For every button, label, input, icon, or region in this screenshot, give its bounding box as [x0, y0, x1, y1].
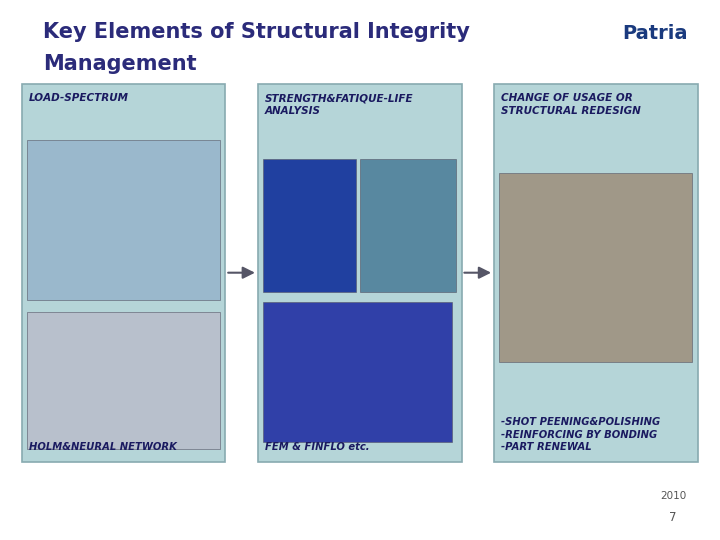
Text: Patria: Patria: [623, 24, 688, 43]
FancyBboxPatch shape: [360, 159, 456, 292]
Text: LOAD-SPECTRUM: LOAD-SPECTRUM: [29, 93, 129, 104]
FancyBboxPatch shape: [258, 84, 462, 462]
Text: CHANGE OF USAGE OR
STRUCTURAL REDESIGN: CHANGE OF USAGE OR STRUCTURAL REDESIGN: [501, 93, 641, 116]
FancyBboxPatch shape: [22, 84, 225, 462]
Text: Management: Management: [43, 54, 197, 74]
FancyBboxPatch shape: [263, 302, 452, 442]
FancyBboxPatch shape: [263, 159, 356, 292]
FancyBboxPatch shape: [494, 84, 698, 462]
Text: FEM & FINFLO etc.: FEM & FINFLO etc.: [265, 442, 369, 452]
Text: -SHOT PEENING&POLISHING
-REINFORCING BY BONDING
-PART RENEWAL: -SHOT PEENING&POLISHING -REINFORCING BY …: [501, 417, 660, 452]
FancyBboxPatch shape: [499, 173, 692, 362]
Text: STRENGTH&FATIQUE-LIFE
ANALYSIS: STRENGTH&FATIQUE-LIFE ANALYSIS: [265, 93, 413, 116]
FancyBboxPatch shape: [27, 140, 220, 300]
Text: 2010: 2010: [660, 491, 686, 501]
Text: HOLM&NEURAL NETWORK: HOLM&NEURAL NETWORK: [29, 442, 176, 452]
FancyBboxPatch shape: [27, 312, 220, 449]
Text: 7: 7: [670, 511, 677, 524]
Text: Key Elements of Structural Integrity: Key Elements of Structural Integrity: [43, 22, 470, 42]
